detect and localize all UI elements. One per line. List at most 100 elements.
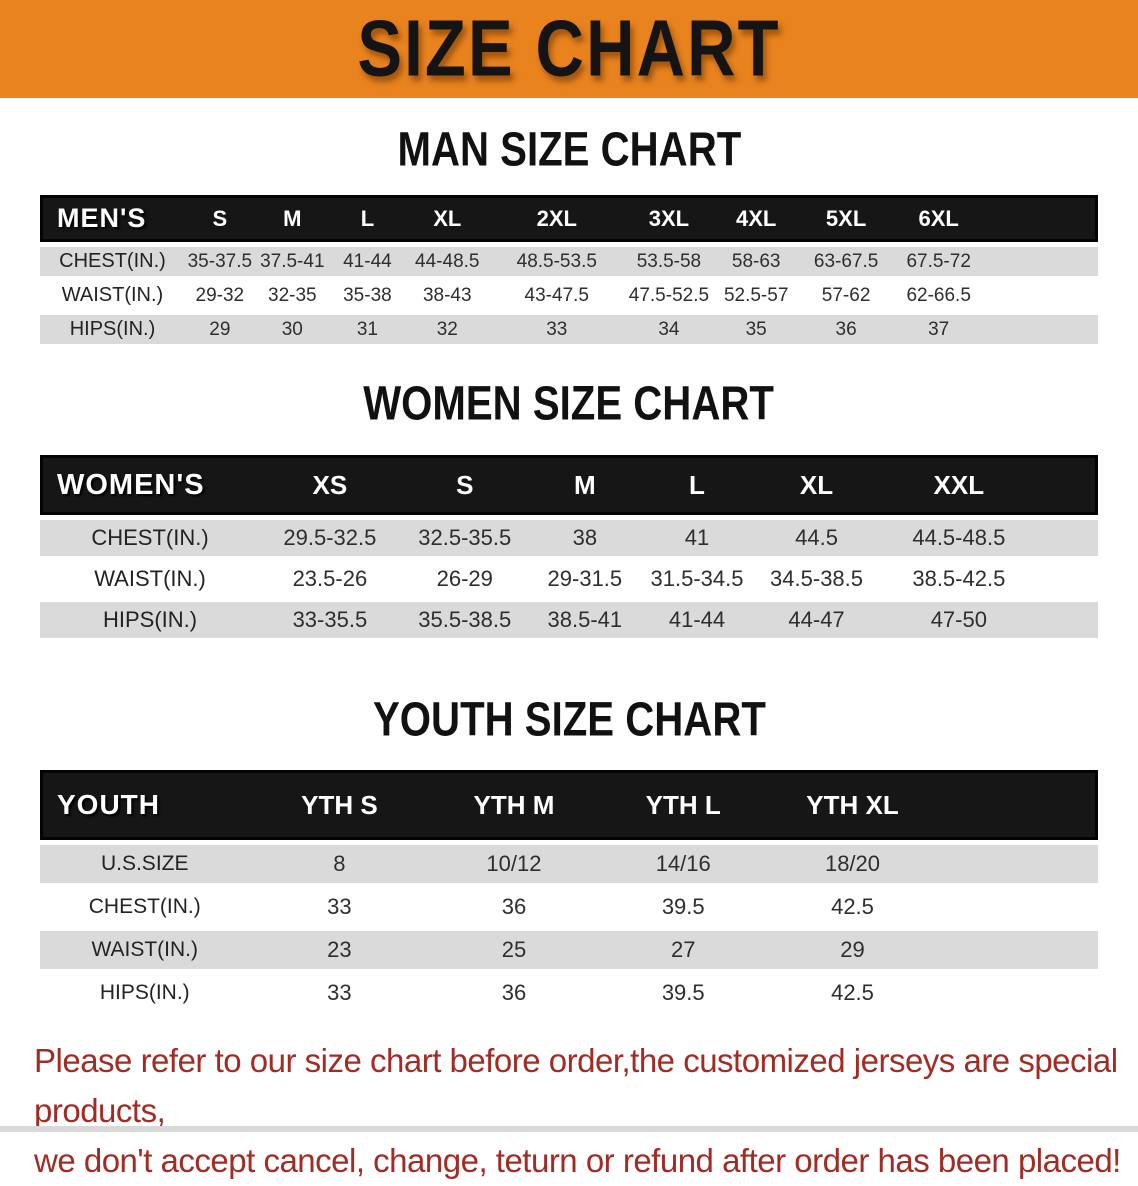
table-header-row: MEN'S S M L XL 2XL 3XL 4XL 5XL 6XL [40, 195, 1098, 242]
size-value: 53.5-58 [623, 247, 714, 276]
table-header-row: YOUTH YTH S YTH M YTH L YTH XL [40, 770, 1098, 840]
size-value: 34 [623, 315, 714, 344]
spacer-cell [937, 770, 1098, 840]
column-header: L [639, 455, 755, 515]
size-value: 38-43 [404, 281, 490, 310]
size-value: 48.5-53.5 [489, 247, 624, 276]
column-header: M [529, 455, 640, 515]
size-value: 35 [713, 315, 799, 344]
size-value: 44.5 [754, 520, 879, 556]
size-value: 33-35.5 [260, 602, 400, 638]
size-value: 62-66.5 [893, 281, 984, 310]
size-value: 41-44 [639, 602, 755, 638]
size-value: 41 [639, 520, 755, 556]
size-value: 44-48.5 [404, 247, 490, 276]
table-row: WAIST(IN.) 23 25 27 29 [40, 931, 1098, 969]
column-header: 3XL [623, 195, 714, 242]
size-value: 29 [184, 315, 255, 344]
bottom-strip [0, 1126, 1138, 1132]
size-value: 32 [404, 315, 490, 344]
column-header: YTH M [429, 770, 599, 840]
size-value: 31.5-34.5 [639, 561, 755, 597]
size-value: 41-44 [329, 247, 405, 276]
size-value: 38.5-42.5 [878, 561, 1039, 597]
women-size-table: WOMEN'S XS S M L XL XXL CHEST(IN.) 29.5-32.5 32.5… [40, 450, 1098, 643]
table-row: WAIST(IN.) 29-32 32-35 35-38 38-43 43-47.5 47.… [40, 281, 1098, 310]
size-value: 39.5 [598, 974, 768, 1012]
size-value: 42.5 [767, 888, 938, 926]
size-value: 33 [489, 315, 624, 344]
disclaimer-line-2: we don't accept cancel, change, teturn o… [34, 1142, 1121, 1179]
row-label: HIPS(IN.) [40, 315, 185, 344]
size-value: 38 [529, 520, 640, 556]
spacer-cell [937, 845, 1098, 883]
size-value: 35.5-38.5 [399, 602, 530, 638]
size-value: 43-47.5 [489, 281, 624, 310]
size-value: 33 [249, 888, 430, 926]
column-header: 4XL [713, 195, 799, 242]
size-value: 35-37.5 [184, 247, 255, 276]
table-corner-label: MEN'S [40, 195, 185, 242]
spacer-cell [937, 974, 1098, 1012]
women-section-heading: WOMEN SIZE CHART [0, 376, 1138, 430]
size-value: 10/12 [429, 845, 599, 883]
column-header: XS [260, 455, 400, 515]
women-section-heading-text: WOMEN SIZE CHART [363, 375, 775, 431]
size-value: 36 [429, 888, 599, 926]
row-label: CHEST(IN.) [40, 520, 261, 556]
size-value: 52.5-57 [713, 281, 799, 310]
table-row: CHEST(IN.) 33 36 39.5 42.5 [40, 888, 1098, 926]
size-value: 63-67.5 [798, 247, 894, 276]
youth-size-table: YOUTH YTH S YTH M YTH L YTH XL U.S.SIZE 8 10/12… [40, 765, 1098, 1017]
table-row: HIPS(IN.) 33-35.5 35.5-38.5 38.5-41 41-44 44-… [40, 602, 1098, 638]
row-label: WAIST(IN.) [40, 561, 261, 597]
table-header-row: WOMEN'S XS S M L XL XXL [40, 455, 1098, 515]
size-value: 30 [254, 315, 330, 344]
column-header: YTH S [249, 770, 430, 840]
row-label: HIPS(IN.) [40, 974, 250, 1012]
table-row: CHEST(IN.) 29.5-32.5 32.5-35.5 38 41 44.5 44.5… [40, 520, 1098, 556]
disclaimer-line-1: Please refer to our size chart before or… [34, 1042, 1118, 1129]
spacer-cell [937, 931, 1098, 969]
column-header: XL [754, 455, 879, 515]
size-value: 44-47 [754, 602, 879, 638]
size-value: 29.5-32.5 [260, 520, 400, 556]
size-value: 31 [329, 315, 405, 344]
column-header: XL [404, 195, 490, 242]
spacer-cell [1038, 455, 1098, 515]
men-table-container: MEN'S S M L XL 2XL 3XL 4XL 5XL 6XL CHEST(IN.) 35-37… [40, 190, 1098, 349]
column-header: L [329, 195, 405, 242]
size-value: 37 [893, 315, 984, 344]
spacer-cell [937, 888, 1098, 926]
men-size-table: MEN'S S M L XL 2XL 3XL 4XL 5XL 6XL CHEST(IN.) 35-37… [40, 190, 1098, 349]
column-header: S [184, 195, 255, 242]
youth-section-heading-text: YOUTH SIZE CHART [372, 691, 766, 747]
size-value: 27 [598, 931, 768, 969]
size-value: 29-31.5 [529, 561, 640, 597]
column-header: YTH XL [767, 770, 938, 840]
size-value: 29-32 [184, 281, 255, 310]
row-label: CHEST(IN.) [40, 247, 185, 276]
size-value: 32.5-35.5 [399, 520, 530, 556]
spacer-cell [1038, 520, 1098, 556]
table-row: CHEST(IN.) 35-37.5 37.5-41 41-44 44-48.5 48.5… [40, 247, 1098, 276]
size-value: 18/20 [767, 845, 938, 883]
size-value: 47-50 [878, 602, 1039, 638]
row-label: WAIST(IN.) [40, 281, 185, 310]
man-section-heading: MAN SIZE CHART [0, 122, 1138, 176]
size-value: 14/16 [598, 845, 768, 883]
table-row: HIPS(IN.) 33 36 39.5 42.5 [40, 974, 1098, 1012]
column-header: S [399, 455, 530, 515]
table-row: WAIST(IN.) 23.5-26 26-29 29-31.5 31.5-34.5 34… [40, 561, 1098, 597]
spacer-cell [1038, 561, 1098, 597]
banner: SIZE CHART [0, 0, 1138, 98]
size-value: 35-38 [329, 281, 405, 310]
size-value: 36 [429, 974, 599, 1012]
youth-table-container: YOUTH YTH S YTH M YTH L YTH XL U.S.SIZE 8 10/12… [40, 765, 1098, 1017]
row-label: U.S.SIZE [40, 845, 250, 883]
size-value: 37.5-41 [254, 247, 330, 276]
size-value: 25 [429, 931, 599, 969]
disclaimer-text: Please refer to our size chart before or… [34, 1036, 1124, 1186]
man-section-heading-text: MAN SIZE CHART [397, 121, 741, 177]
row-label: CHEST(IN.) [40, 888, 250, 926]
